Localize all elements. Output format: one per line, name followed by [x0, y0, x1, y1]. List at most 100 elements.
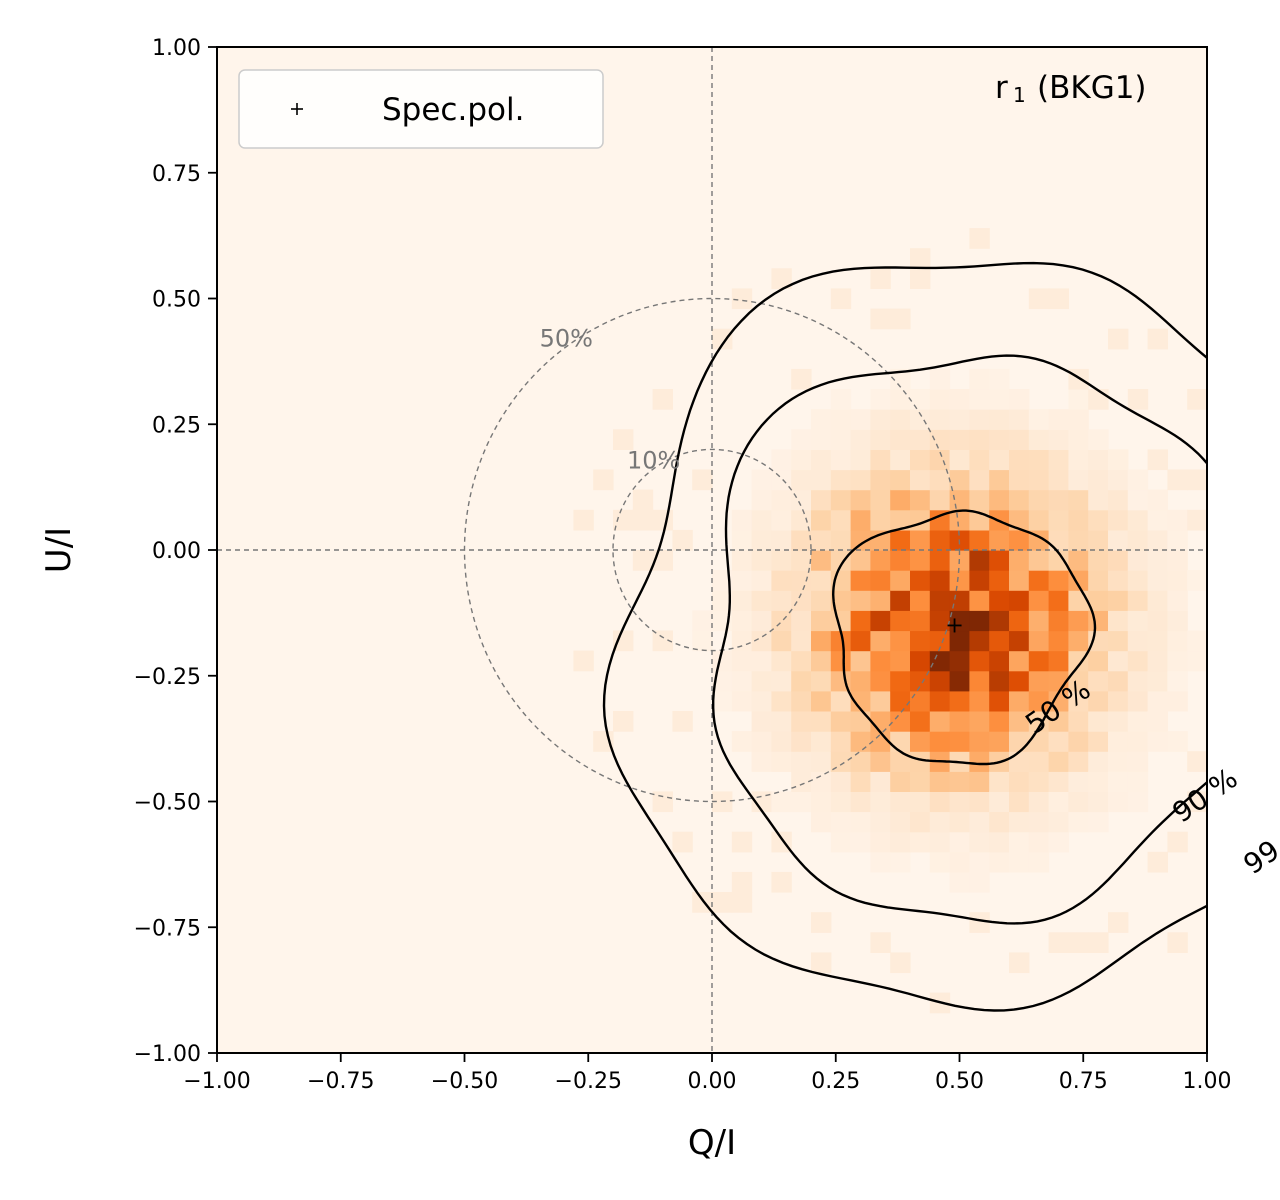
heatmap-cell — [1108, 751, 1129, 772]
heatmap-cell — [1108, 731, 1129, 752]
heatmap-cell — [989, 409, 1010, 430]
heatmap-cell — [830, 550, 852, 571]
heatmap-cell — [910, 489, 931, 511]
legend-box — [238, 69, 604, 149]
heatmap-cell — [771, 590, 792, 611]
heatmap-cell — [1028, 449, 1050, 471]
heatmap-cell — [870, 610, 891, 632]
heatmap-cell — [850, 489, 871, 511]
heatmap-cell — [1028, 791, 1050, 813]
heatmap-cell — [910, 268, 931, 289]
heatmap-cell — [989, 590, 1010, 611]
heatmap-cell — [1108, 449, 1129, 471]
heatmap-cell — [830, 469, 852, 491]
heatmap-cell — [850, 711, 871, 732]
heatmap-cell — [989, 791, 1010, 813]
heatmap-cell — [870, 751, 891, 772]
heatmap-cell — [731, 831, 753, 853]
heatmap-cell — [910, 529, 931, 551]
heatmap-cell — [870, 590, 891, 611]
heatmap-cell — [1127, 670, 1149, 692]
heatmap-cell — [712, 590, 733, 611]
panel-label-main: r — [995, 70, 1008, 106]
x-tick-label: 0.00 — [688, 1069, 737, 1094]
heatmap-cell — [830, 449, 852, 471]
heatmap-cell — [949, 610, 970, 632]
heatmap-cell — [890, 429, 911, 450]
heatmap-cell — [989, 469, 1010, 491]
heatmap-cell — [1127, 389, 1149, 410]
heatmap-cell — [949, 650, 970, 672]
heatmap-cell — [1147, 328, 1168, 350]
heatmap-cell — [751, 469, 772, 491]
heatmap-cell — [830, 751, 852, 772]
heatmap-cell — [1009, 550, 1030, 571]
y-axis-label: U/I — [39, 527, 79, 573]
heatmap-cell — [811, 690, 832, 712]
heatmap-cell — [771, 670, 792, 692]
heatmap-cell — [1108, 670, 1129, 692]
heatmap-cell — [1187, 509, 1207, 531]
mdp-circle — [463, 297, 961, 803]
heatmap-cell — [1127, 550, 1149, 571]
heatmap-cell — [771, 469, 792, 491]
x-tick-label: 0.25 — [811, 1069, 860, 1094]
heatmap-cell — [1068, 389, 1089, 410]
x-tick-label: 1.00 — [1183, 1069, 1232, 1094]
heatmap-cell — [1147, 489, 1168, 511]
heatmap-cell — [890, 952, 911, 974]
heatmap-cell — [949, 831, 970, 853]
heatmap-cell — [870, 409, 891, 430]
heatmap-cell — [731, 610, 753, 632]
heatmap-cell — [989, 731, 1010, 752]
heatmap-cell — [929, 610, 951, 632]
heatmap-cell — [791, 550, 812, 571]
heatmap-cell — [969, 368, 990, 390]
heatmap-cell — [1088, 489, 1109, 511]
heatmap-cell — [1048, 550, 1069, 571]
heatmap-cell — [929, 590, 951, 611]
heatmap-cell — [969, 650, 990, 672]
heatmap-cell — [1048, 570, 1069, 591]
heatmap-cell — [890, 791, 911, 813]
heatmap-cell — [949, 570, 970, 591]
heatmap-cell — [1088, 389, 1109, 410]
heatmap-cell — [712, 690, 733, 712]
heatmap-cell — [1187, 570, 1207, 591]
heatmap-cell — [1108, 328, 1129, 350]
heatmap-cell — [1009, 409, 1030, 430]
heatmap-cell — [1127, 630, 1149, 652]
heatmap-cell — [1088, 469, 1109, 491]
y-axis-ticks: −1.00 −0.75 −0.50 −0.25 0.00 0.25 0.50 0.75 1.00 — [134, 36, 217, 1067]
heatmap-cell — [791, 570, 812, 591]
heatmap-cell — [1088, 771, 1109, 792]
heatmap-cell — [969, 489, 990, 511]
heatmap-cell — [632, 489, 654, 511]
heatmap-cell — [791, 590, 812, 611]
heatmap-cell — [890, 389, 911, 410]
heatmap-cell — [989, 831, 1010, 853]
heatmap-cell — [910, 711, 931, 732]
panel-label-subscript: 1 — [1013, 83, 1026, 107]
heatmap-cell — [1009, 751, 1030, 772]
heatmap-cell — [830, 529, 852, 551]
heatmap-cell — [1147, 610, 1168, 632]
heatmap-cell — [1088, 731, 1109, 752]
heatmap-cell — [870, 449, 891, 471]
heatmap-cell — [1068, 469, 1089, 491]
contour-line — [712, 354, 1207, 925]
heatmap-cell — [890, 731, 911, 752]
heatmap-cell — [751, 731, 772, 752]
heatmap-cell — [771, 449, 792, 471]
heatmap-cell — [1108, 690, 1129, 712]
heatmap-cell — [969, 449, 990, 471]
heatmap-cell — [712, 570, 733, 591]
heatmap-cell — [929, 469, 951, 491]
heatmap-cell — [910, 690, 931, 712]
heatmap-cell — [1088, 509, 1109, 531]
heatmap-cell — [791, 650, 812, 672]
heatmap-cell — [830, 791, 852, 813]
heatmap-cell — [1127, 731, 1149, 752]
heatmap-cell — [1048, 610, 1069, 632]
heatmap-cell — [890, 570, 911, 591]
